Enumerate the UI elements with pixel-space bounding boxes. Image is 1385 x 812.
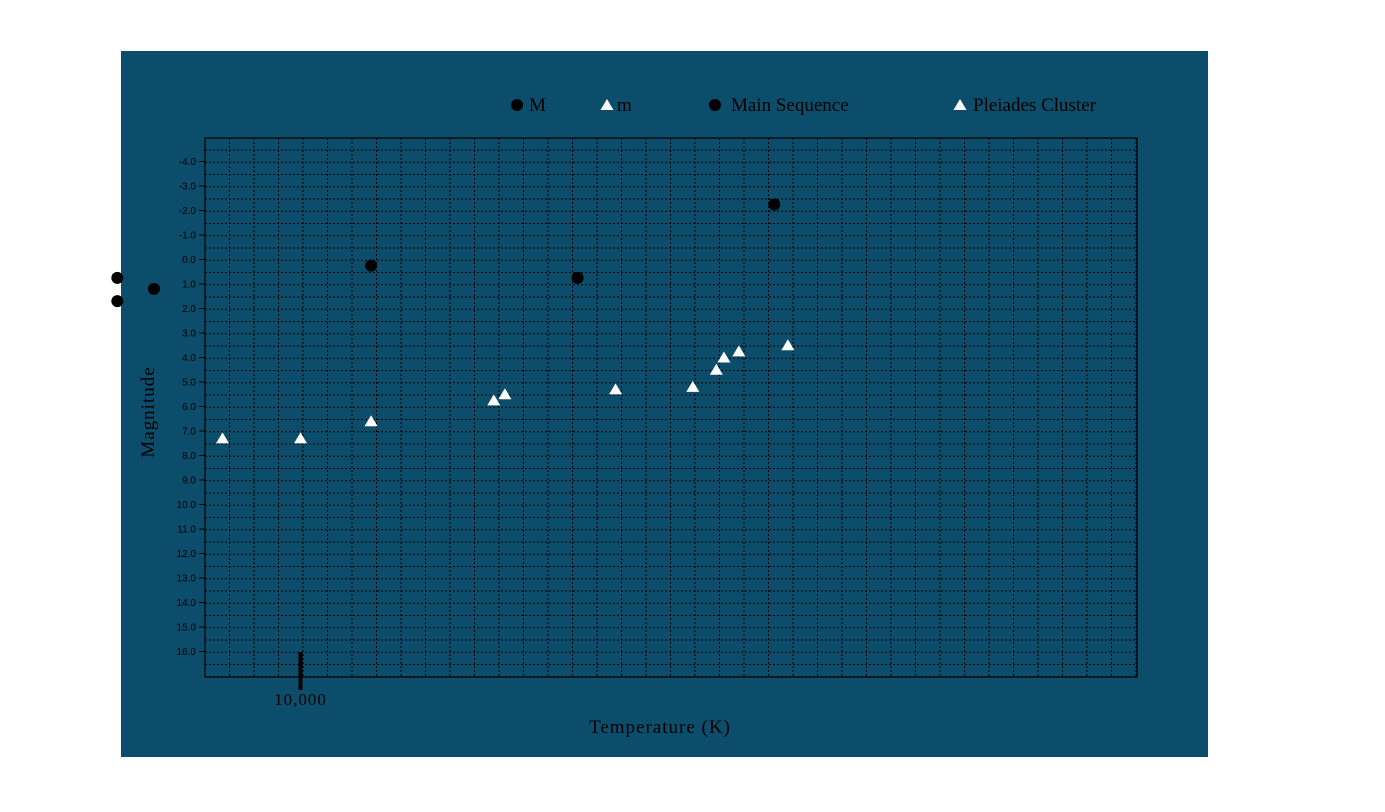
chart-panel xyxy=(121,51,1208,757)
pleiades-point xyxy=(709,363,723,375)
pleiades-point xyxy=(294,432,307,444)
y-tick-label: 3.0 xyxy=(182,329,196,340)
legend-label: m xyxy=(617,95,632,116)
y-tick-label: -4.0 xyxy=(179,157,197,168)
y-tick-label: -3.0 xyxy=(179,182,197,193)
y-tick-label: 6.0 xyxy=(182,402,196,413)
pleiades-point xyxy=(487,394,501,406)
pleiades-point xyxy=(686,380,700,392)
y-tick-label: 7.0 xyxy=(182,427,196,438)
y-tick-label: 9.0 xyxy=(182,476,196,487)
y-tick-label: 13.0 xyxy=(177,574,197,585)
y-axis-ticks: -4.0 -3.0 -2.0 -1.0 0.0 1.0 2.0 3.0 4.0 5.0 6.0 7.0… xyxy=(177,157,205,658)
main-sequence-point xyxy=(768,198,781,211)
y-tick-label: 12.0 xyxy=(177,549,197,560)
y-tick-label: -2.0 xyxy=(179,206,197,217)
y-tick-label: 15.0 xyxy=(177,623,197,634)
legend-label: M xyxy=(529,95,546,116)
y-tick-label: 8.0 xyxy=(182,451,196,462)
plot-frame xyxy=(204,137,1138,678)
pleiades-point xyxy=(498,388,512,400)
y-tick-label: 14.0 xyxy=(177,598,197,609)
pleiades-point xyxy=(609,383,623,395)
main-sequence-point xyxy=(571,271,584,284)
pleiades-point xyxy=(216,432,229,444)
legend-label: Pleiades Cluster xyxy=(973,95,1097,116)
y-tick-label: 1.0 xyxy=(182,280,196,291)
y-tick-label: 2.0 xyxy=(182,304,196,315)
legend-circle-marker xyxy=(709,99,721,111)
data-points xyxy=(0,198,795,455)
main-sequence-point xyxy=(147,282,160,295)
x-axis-ticks: 10,000600050004000 xyxy=(274,652,327,709)
main-sequence-point xyxy=(111,295,124,308)
y-tick-label: 0.0 xyxy=(182,255,196,266)
main-sequence-point xyxy=(111,271,124,284)
y-tick-label: 5.0 xyxy=(182,378,196,389)
main-sequence-point xyxy=(365,259,378,272)
pleiades-point xyxy=(717,351,731,363)
pleiades-point xyxy=(781,339,795,351)
pleiades-point xyxy=(364,415,378,427)
x-tick-label: 10,000 xyxy=(274,690,327,709)
legend-label: Main Sequence xyxy=(731,95,849,116)
y-tick-label: 16.0 xyxy=(177,647,197,658)
pleiades-point xyxy=(32,437,46,449)
pleiades-point xyxy=(0,448,4,455)
y-tick-label: 10.0 xyxy=(177,500,197,511)
pleiades-point xyxy=(732,345,746,357)
y-tick-label: 4.0 xyxy=(182,353,196,364)
y-axis-title: Magnitude xyxy=(138,366,159,457)
legend-circle-marker xyxy=(511,99,523,111)
x-tick-mark xyxy=(298,652,303,690)
y-tick-label: 11.0 xyxy=(177,525,196,536)
y-tick-label: -1.0 xyxy=(179,231,197,242)
x-axis-title: Temperature (K) xyxy=(589,717,731,738)
plot-grid xyxy=(205,138,1137,678)
legend-triangle-marker xyxy=(953,99,967,110)
legend-triangle-marker xyxy=(600,99,614,110)
